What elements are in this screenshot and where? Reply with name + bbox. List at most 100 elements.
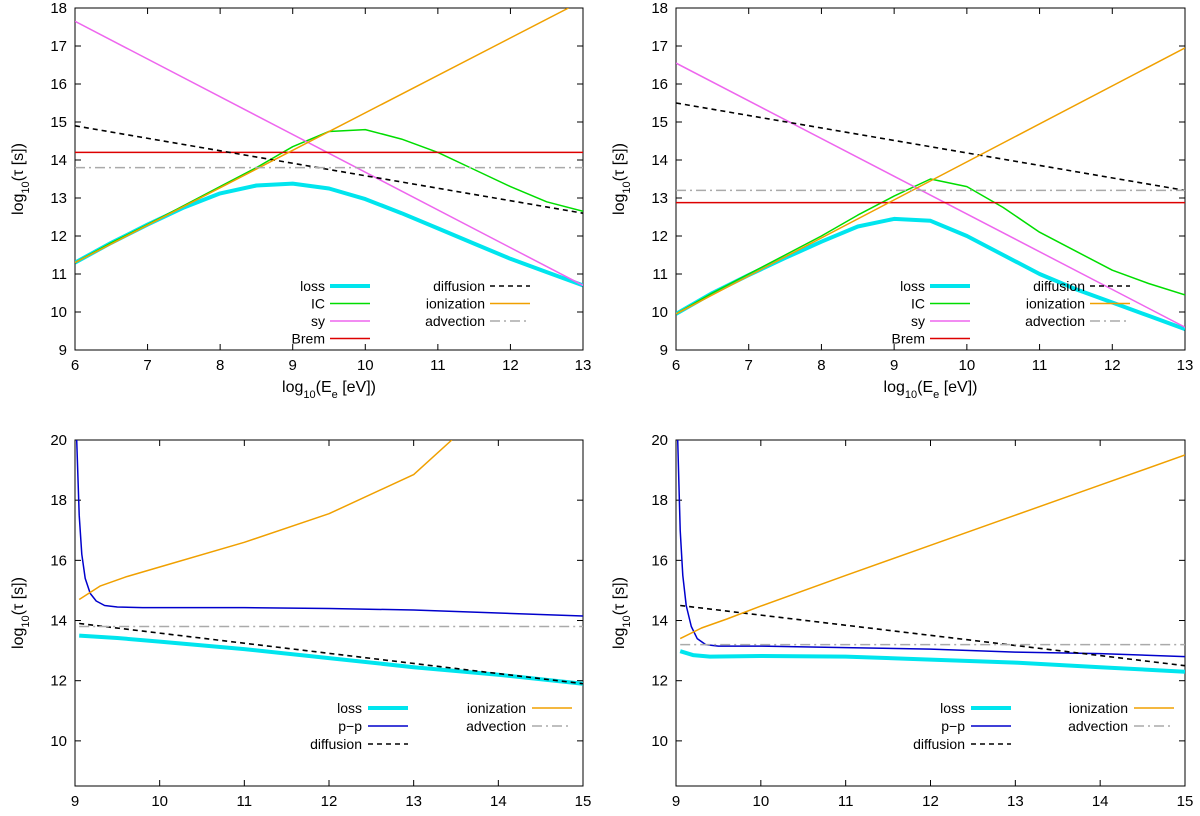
series-line-diffusion [680,604,1185,667]
legend-label: ionization [467,700,526,716]
series-line-diffusion [676,102,1185,192]
series-line-sy [676,62,1185,328]
x-axis-label: log10(Ee [eV]) [884,379,978,401]
y-tick-label: 13 [651,190,668,207]
legend-label: IC [911,296,925,312]
series-line-ionization [78,440,453,601]
y-tick-label: 20 [50,432,67,449]
x-tick-label: 12 [922,793,939,810]
x-tick-label: 10 [752,793,769,810]
panel-top-right: 6 7 8 9 10 11 12 13 9 10 11 12 13 14 15 16 17 18 log10(Ee … [611,0,1193,401]
legend-label: ionization [1069,700,1128,716]
series-line-ic [75,128,583,264]
x-tick-label: 12 [502,357,519,374]
series-line-sy [75,20,583,287]
y-tick-label: 11 [652,266,668,283]
legend-label: sy [311,313,325,329]
x-tick-label: 10 [151,793,168,810]
series-line-ionization [75,8,569,264]
series-line-ionization [679,454,1185,640]
y-tick-label: 12 [50,228,67,245]
x-tick-label: 11 [1032,357,1048,374]
y-tick-label: 14 [50,152,67,169]
y-tick-label: 18 [50,492,67,509]
series-line-ionization [676,47,1185,315]
plot-area [676,47,1185,331]
y-tick-label: 15 [50,114,67,131]
legend-label: advection [1068,718,1128,734]
x-axis-label: log10(Ee [eV]) [282,379,376,401]
legend: loss p−p diffusion ionization advection [310,700,572,752]
legend-label: loss [900,278,925,294]
x-tick-label: 12 [321,793,338,810]
y-tick-label: 12 [651,228,668,245]
y-axis-label: log10(τ [s]) [611,577,633,649]
y-tick-label: 10 [50,304,67,321]
y-tick-label: 12 [651,673,668,690]
x-tick-label: 14 [490,793,507,810]
series-line-pp [676,440,1185,658]
x-tick-label: 8 [817,357,825,374]
series-line-loss [679,649,1185,674]
y-tick-label: 18 [651,492,668,509]
legend-label: IC [311,296,325,312]
x-tick-label: 9 [289,357,297,374]
y-tick-label: 10 [50,733,67,750]
x-tick-label: 10 [959,357,976,374]
series-line-diffusion [75,125,583,214]
x-tick-label: 6 [71,357,79,374]
legend-label: sy [911,313,925,329]
x-tick-label: 9 [890,357,898,374]
plot-area [75,440,583,686]
x-tick-label: 9 [71,793,79,810]
x-tick-label: 6 [672,357,680,374]
x-tick-label: 7 [745,357,753,374]
y-tick-label: 13 [50,190,67,207]
x-tick-label: 9 [672,793,680,810]
series-line-loss [75,181,583,288]
x-tick-label: 13 [575,357,592,374]
x-tick-label: 11 [838,793,854,810]
y-tick-label: 17 [651,38,668,55]
x-tick-label: 14 [1092,793,1109,810]
y-tick-label: 18 [651,0,668,17]
legend-label: p−p [338,718,362,734]
x-tick-label: 13 [1177,357,1194,374]
x-tick-label: 15 [575,793,592,810]
legend-label: p−p [941,718,965,734]
x-tick-label: 15 [1177,793,1194,810]
legend-label: ionization [1026,296,1085,312]
legend-label: loss [940,700,965,716]
series-line-diffusion [79,622,583,685]
legend-label: diffusion [433,278,485,294]
y-axis-label: log10(τ [s]) [10,577,32,649]
legend-label: diffusion [1033,278,1085,294]
y-tick-label: 16 [50,76,67,93]
y-tick-label: 14 [50,613,67,630]
series-line-loss [79,633,583,686]
plot-frame [675,439,1186,787]
plot-frame [675,7,1186,351]
x-tick-label: 11 [237,793,253,810]
y-tick-label: 9 [660,342,668,359]
legend-label: advection [425,313,485,329]
panel-top-left: 6 7 8 9 10 11 12 13 9 10 11 12 13 14 15 16 17 18 log10(Ee … [10,0,591,401]
y-tick-label: 15 [651,114,668,131]
y-tick-label: 14 [651,152,668,169]
plot-area [75,8,583,288]
y-tick-label: 17 [50,38,67,55]
x-tick-label: 13 [405,793,422,810]
y-tick-label: 11 [51,266,67,283]
series-line-ic [676,178,1185,315]
legend-label: loss [337,700,362,716]
x-tick-label: 13 [1007,793,1024,810]
y-tick-label: 9 [59,342,67,359]
x-tick-label: 10 [357,357,374,374]
legend-label: loss [300,278,325,294]
legend-label: Brem [892,331,925,347]
